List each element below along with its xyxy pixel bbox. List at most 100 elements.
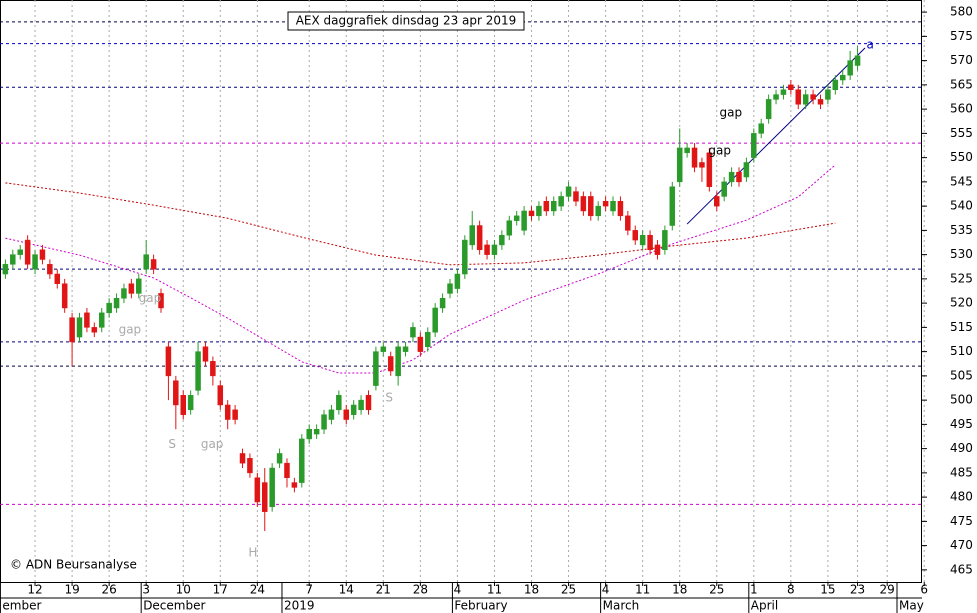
x-tick-label: 28 bbox=[413, 583, 428, 597]
x-tick-label: 7 bbox=[305, 583, 313, 597]
candle-body bbox=[121, 288, 127, 299]
moving-average bbox=[5, 182, 836, 266]
candle-body bbox=[143, 254, 149, 270]
candle-body bbox=[202, 346, 209, 362]
annotation: S bbox=[385, 391, 393, 405]
candle-body bbox=[239, 453, 246, 464]
candle-body bbox=[684, 147, 690, 154]
candle-body bbox=[758, 123, 764, 134]
candle-body bbox=[788, 84, 794, 90]
y-tick-label: 475 bbox=[950, 514, 973, 528]
candle-body bbox=[232, 409, 238, 420]
candle-body bbox=[321, 414, 327, 430]
y-tick-label: 530 bbox=[950, 247, 973, 261]
y-tick-label: 465 bbox=[950, 562, 973, 576]
candle-body bbox=[350, 404, 357, 415]
candle-body bbox=[765, 99, 772, 120]
candle-body bbox=[10, 254, 16, 265]
annotation: gap bbox=[139, 291, 162, 305]
annotation: a bbox=[866, 38, 873, 52]
candle-body bbox=[61, 283, 68, 309]
month-label: December bbox=[143, 599, 205, 613]
x-tick-label: 14 bbox=[339, 583, 354, 597]
candle-body bbox=[410, 327, 416, 338]
candle-body bbox=[476, 225, 483, 251]
x-tick-label: 8 bbox=[787, 583, 795, 597]
candle-body bbox=[676, 147, 683, 183]
candle-body bbox=[84, 312, 90, 328]
annotation: gap bbox=[119, 322, 142, 336]
month-label: May bbox=[899, 599, 924, 613]
candle-body bbox=[484, 244, 490, 255]
candle-body bbox=[728, 171, 735, 183]
candle-body bbox=[839, 74, 846, 81]
candle-body bbox=[558, 196, 564, 207]
candle-body bbox=[387, 356, 394, 372]
candle-body bbox=[417, 336, 424, 352]
x-tick-label: 4 bbox=[602, 583, 610, 597]
annotation: H bbox=[248, 545, 257, 559]
candle-body bbox=[447, 283, 453, 294]
candle-body bbox=[150, 259, 157, 270]
candle-body bbox=[276, 453, 283, 464]
candle-body bbox=[269, 467, 275, 508]
candle-body bbox=[395, 346, 401, 377]
y-tick-label: 505 bbox=[950, 368, 973, 382]
y-tick-label: 480 bbox=[950, 490, 973, 504]
candle-body bbox=[736, 171, 742, 183]
candle-body bbox=[721, 181, 727, 197]
candle-body bbox=[691, 147, 698, 168]
candle-body bbox=[528, 210, 535, 217]
y-tick-label: 520 bbox=[950, 296, 973, 310]
candle-body bbox=[543, 201, 550, 212]
candle-body bbox=[573, 191, 579, 202]
candle-body bbox=[76, 317, 83, 338]
candle-body bbox=[284, 462, 290, 478]
candle-body bbox=[69, 317, 75, 343]
candle-body bbox=[825, 89, 831, 100]
candle-body bbox=[158, 293, 164, 309]
candle-body bbox=[625, 215, 631, 231]
annotation: gap bbox=[201, 437, 224, 451]
candle-body bbox=[291, 482, 298, 488]
candle-body bbox=[313, 428, 320, 435]
y-tick-label: 570 bbox=[950, 53, 973, 67]
x-tick-label: 3 bbox=[142, 583, 150, 597]
candle-body bbox=[365, 395, 372, 411]
y-tick-label: 490 bbox=[950, 441, 973, 455]
candle-body bbox=[810, 94, 816, 100]
candle-body bbox=[795, 89, 802, 105]
candle-body bbox=[24, 239, 31, 265]
candle-body bbox=[432, 307, 438, 333]
candle-body bbox=[647, 234, 653, 251]
candle-body bbox=[358, 399, 364, 411]
x-tick-label: 11 bbox=[487, 583, 502, 597]
x-tick-label: 23 bbox=[850, 583, 865, 597]
candle-body bbox=[262, 482, 268, 512]
candle-body bbox=[513, 215, 520, 221]
x-tick-label: 25 bbox=[709, 583, 724, 597]
candle-body bbox=[580, 196, 587, 212]
x-tick-label: 18 bbox=[524, 583, 539, 597]
candle-body bbox=[595, 205, 601, 217]
candle-body bbox=[469, 225, 475, 246]
candle-body bbox=[454, 273, 461, 289]
candle-body bbox=[336, 395, 342, 411]
candle-body bbox=[373, 351, 379, 386]
candle-body bbox=[714, 196, 720, 207]
y-tick-label: 485 bbox=[950, 465, 973, 479]
candle-body bbox=[588, 196, 594, 217]
y-tick-label: 500 bbox=[950, 393, 973, 407]
annotation: S bbox=[168, 437, 176, 451]
candle-body bbox=[217, 385, 224, 406]
candle-body bbox=[210, 361, 216, 377]
candle-body bbox=[187, 395, 194, 411]
candle-body bbox=[439, 298, 446, 309]
candle-body bbox=[47, 264, 53, 275]
y-tick-label: 525 bbox=[950, 271, 973, 285]
x-tick-label: 26 bbox=[101, 583, 116, 597]
y-tick-label: 555 bbox=[950, 126, 973, 140]
candle-body bbox=[491, 244, 498, 255]
y-tick-label: 540 bbox=[950, 199, 973, 213]
y-tick-label: 560 bbox=[950, 102, 973, 116]
